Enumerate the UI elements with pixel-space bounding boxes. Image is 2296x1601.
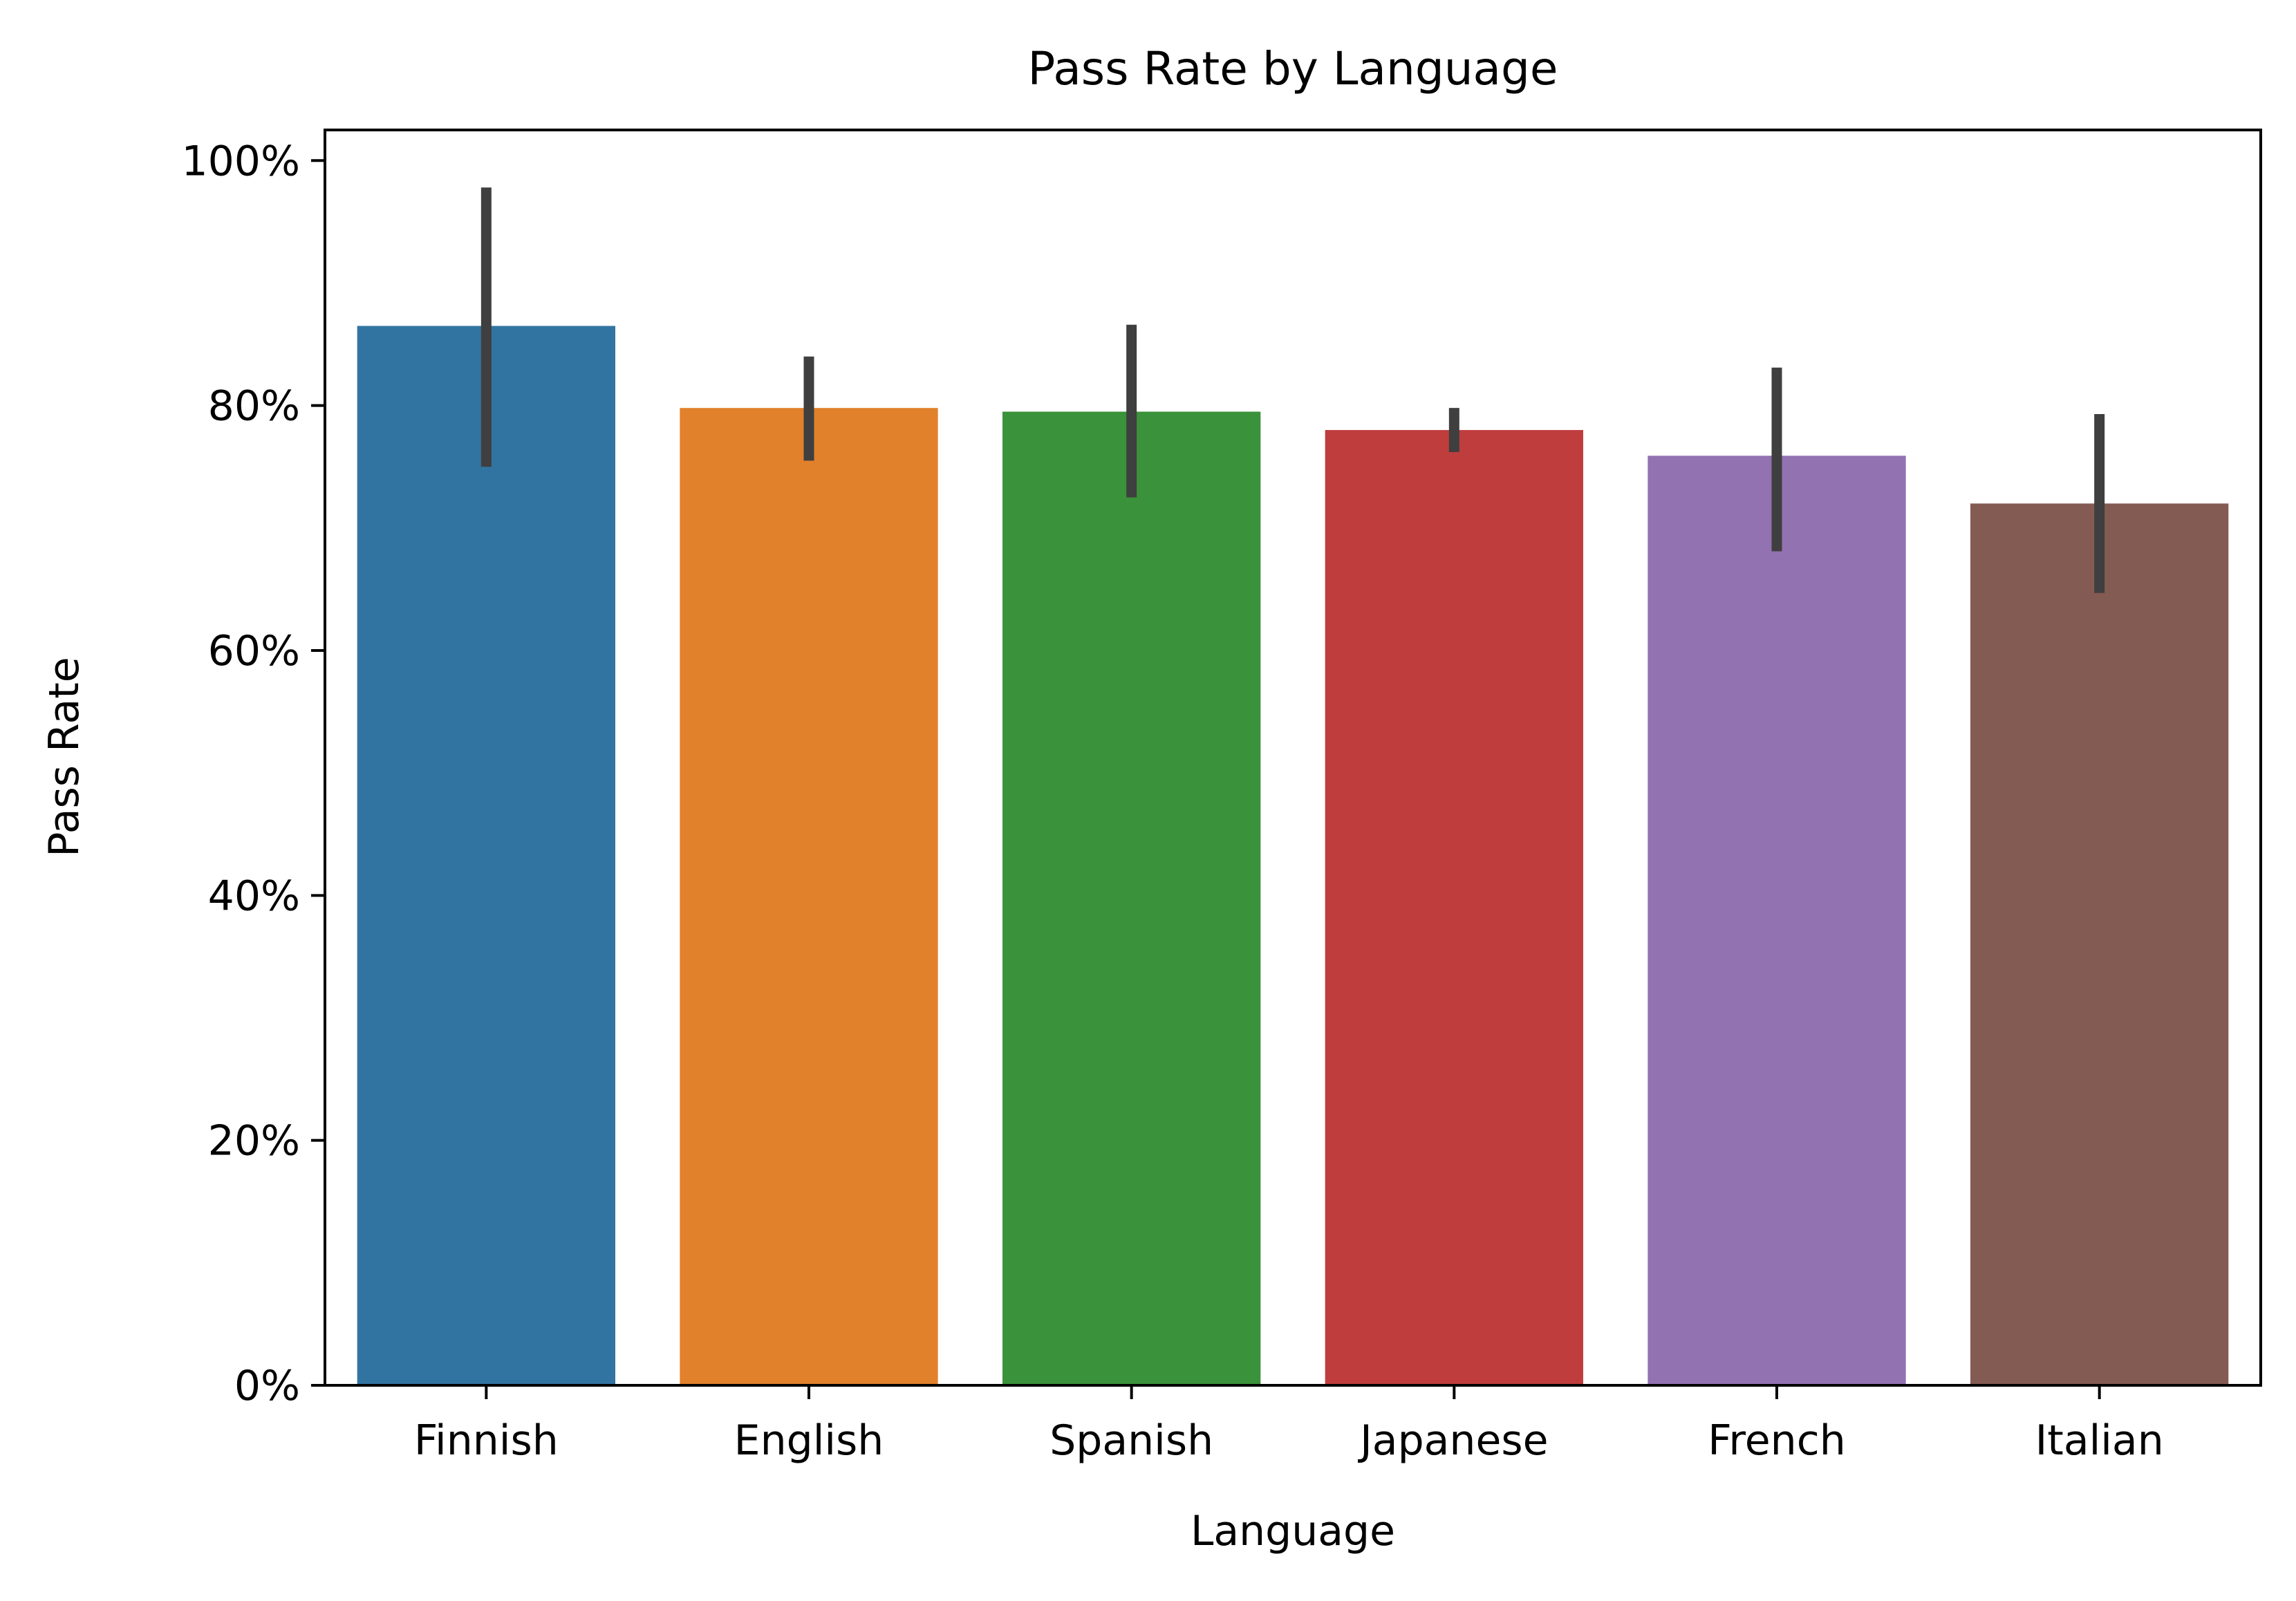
y-tick-label: 20% [208, 1117, 300, 1165]
y-tick-label: 60% [208, 627, 300, 675]
y-tick-label: 0% [234, 1362, 300, 1410]
x-axis-label: Language [1191, 1507, 1395, 1555]
x-axis-ticks: Finnish English Spanish Japanese French Itali… [414, 1385, 2164, 1465]
bar-english [680, 408, 938, 1386]
plot-area-frame [324, 129, 2262, 1387]
chart-title: Pass Rate by Language [1028, 42, 1558, 95]
x-tick-label-french: French [1708, 1416, 1845, 1465]
bar-finnish [357, 326, 615, 1386]
error-bars-layer [480, 187, 2105, 593]
x-tick-label-english: English [734, 1416, 884, 1465]
y-axis-label: Pass Rate [40, 657, 88, 856]
bar-spanish [1002, 411, 1261, 1385]
bar-italian [1970, 503, 2229, 1385]
x-tick-label-italian: Italian [2035, 1416, 2164, 1465]
bar-french [1648, 456, 1906, 1385]
y-tick-label: 40% [208, 872, 300, 920]
bar-japanese [1325, 430, 1583, 1385]
y-axis-ticks: 0% 20% 40% 60% 80% 100% [181, 137, 325, 1410]
x-tick-label-spanish: Spanish [1049, 1416, 1213, 1465]
y-tick-label: 80% [208, 382, 300, 431]
y-tick-label: 100% [181, 137, 300, 185]
bars-layer [357, 326, 2229, 1386]
x-tick-label-japanese: Japanese [1357, 1416, 1548, 1465]
x-tick-label-finnish: Finnish [414, 1416, 559, 1465]
